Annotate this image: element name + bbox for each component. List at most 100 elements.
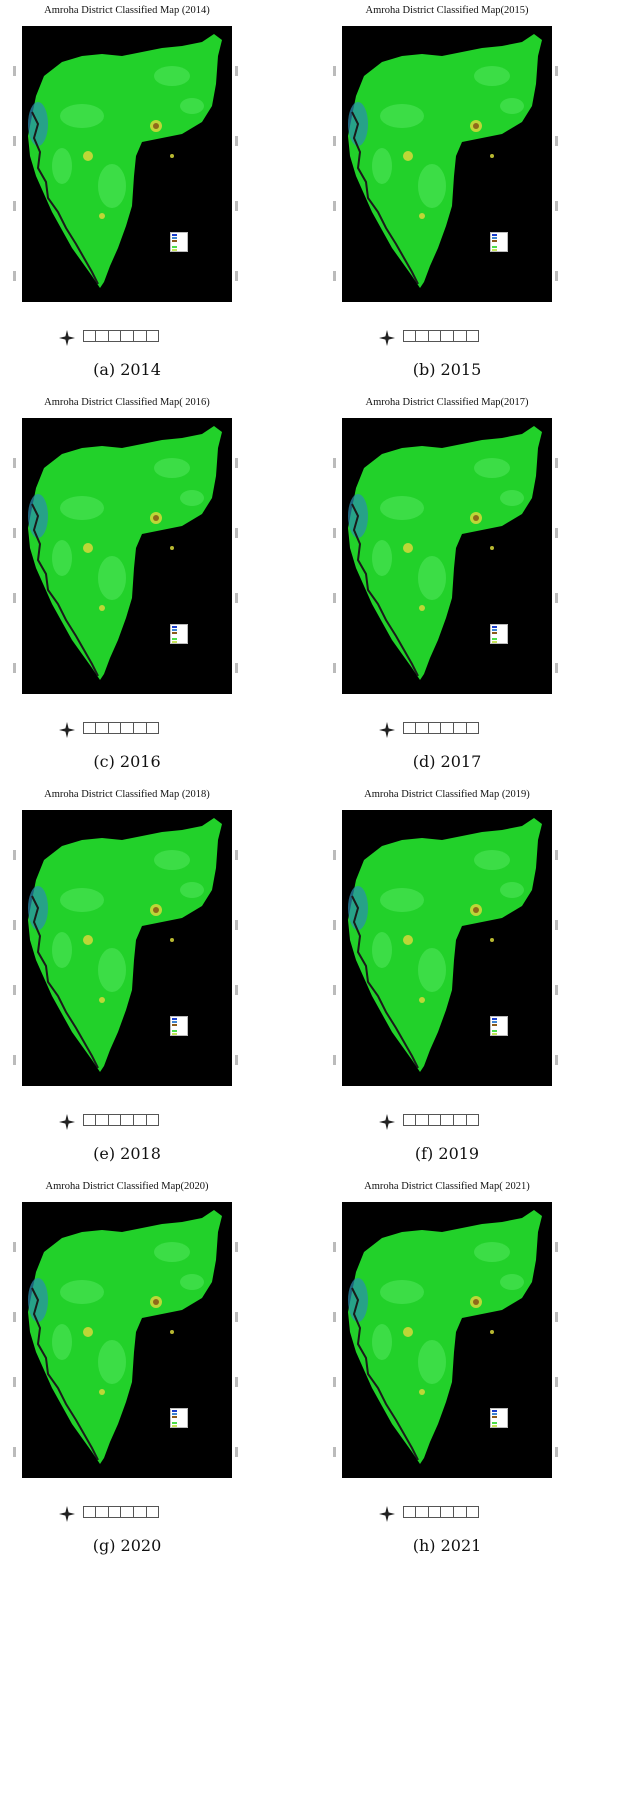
vegetation-patch (180, 98, 204, 114)
legend-swatch (492, 1410, 497, 1412)
settlement-area (170, 546, 174, 550)
urban-core (473, 1299, 479, 1305)
vegetation-patch (500, 1274, 524, 1290)
vegetation-patch (98, 164, 126, 208)
north-arrow-icon (59, 1114, 75, 1130)
coordinate-ticks-left (12, 418, 20, 694)
legend-swatch (172, 1422, 177, 1424)
district-boundary (348, 1210, 542, 1464)
urban-core (153, 123, 159, 129)
legend-swatch (172, 638, 177, 640)
vegetation-patch (418, 164, 446, 208)
district-map-svg (342, 418, 552, 694)
north-arrow-icon (379, 1114, 395, 1130)
panel-caption: (a) 2014 (93, 360, 161, 379)
vegetation-patch (52, 932, 72, 968)
vegetation-patch (418, 948, 446, 992)
settlement-area (403, 1327, 413, 1337)
vegetation-patch (98, 948, 126, 992)
vegetation-patch (380, 1280, 424, 1304)
vegetation-patch (474, 1242, 510, 1262)
legend-swatch (172, 237, 177, 239)
settlement-area (170, 1330, 174, 1334)
scale-bar (83, 330, 159, 342)
urban-core (153, 1299, 159, 1305)
scale-bar (403, 330, 479, 342)
vegetation-patch (60, 496, 104, 520)
settlement-area (83, 543, 93, 553)
vegetation-patch (372, 540, 392, 576)
urban-core (153, 907, 159, 913)
vegetation-patch (474, 458, 510, 478)
district-boundary (28, 818, 222, 1072)
coordinate-ticks-left (332, 810, 340, 1086)
legend-swatch (172, 641, 177, 643)
district-map-svg (22, 1202, 232, 1478)
coordinate-ticks-right (234, 26, 242, 302)
classified-map (22, 26, 232, 302)
panel-caption: (f) 2019 (414, 1144, 480, 1163)
map-panel: Amroha District Classified Map(2020) (g) … (10, 1180, 244, 1610)
legend-swatch (172, 1033, 177, 1035)
district-boundary (28, 1210, 222, 1464)
map-legend (490, 624, 508, 644)
district-boundary (348, 34, 542, 288)
district-map-svg (22, 418, 232, 694)
legend-swatch (492, 249, 497, 251)
vegetation-patch (154, 1242, 190, 1262)
scale-bar-area (55, 1106, 205, 1150)
vegetation-patch (154, 850, 190, 870)
vegetation-patch (380, 496, 424, 520)
coordinate-ticks-left (12, 1202, 20, 1478)
coordinate-ticks-bottom (10, 1088, 244, 1098)
district-boundary (348, 426, 542, 680)
urban-core (473, 123, 479, 129)
coordinate-ticks-right (234, 418, 242, 694)
classified-map (342, 1202, 552, 1478)
map-panel: Amroha District Classified Map( 2016) (c)… (10, 396, 244, 826)
north-arrow-icon (59, 722, 75, 738)
vegetation-patch (380, 888, 424, 912)
settlement-area (99, 1389, 105, 1395)
panel-caption: (d) 2017 (412, 752, 482, 771)
vegetation-patch (372, 148, 392, 184)
legend-swatch (492, 243, 497, 245)
coordinate-ticks-bottom (10, 696, 244, 706)
legend-swatch (172, 635, 177, 637)
settlement-area (419, 997, 425, 1003)
legend-swatch (492, 240, 497, 242)
vegetation-patch (180, 490, 204, 506)
legend-swatch (492, 1425, 497, 1427)
coordinate-ticks-right (554, 810, 562, 1086)
legend-swatch (492, 1018, 497, 1020)
vegetation-patch (98, 556, 126, 600)
classified-map (342, 418, 552, 694)
map-title: Amroha District Classified Map (2019) (364, 789, 530, 800)
legend-swatch (172, 626, 177, 628)
legend-swatch (492, 1422, 497, 1424)
legend-swatch (172, 1419, 177, 1421)
district-map-svg (342, 810, 552, 1086)
legend-swatch (172, 243, 177, 245)
legend-swatch (172, 246, 177, 248)
map-legend (490, 232, 508, 252)
legend-swatch (492, 1416, 497, 1418)
coordinate-ticks-left (12, 810, 20, 1086)
map-panel: Amroha District Classified Map( 2021) (h)… (330, 1180, 564, 1610)
scale-bar-area (375, 1106, 525, 1150)
vegetation-patch (500, 98, 524, 114)
scale-bar-area (375, 714, 525, 758)
legend-swatch (492, 629, 497, 631)
settlement-area (83, 151, 93, 161)
urban-core (153, 515, 159, 521)
district-boundary (28, 34, 222, 288)
vegetation-patch (474, 850, 510, 870)
legend-swatch (492, 1413, 497, 1415)
coordinate-ticks-left (332, 1202, 340, 1478)
map-title: Amroha District Classified Map(2020) (45, 1181, 209, 1192)
legend-swatch (172, 1410, 177, 1412)
vegetation-patch (372, 1324, 392, 1360)
coordinate-ticks-right (554, 1202, 562, 1478)
urban-core (473, 515, 479, 521)
legend-swatch (492, 1021, 497, 1023)
